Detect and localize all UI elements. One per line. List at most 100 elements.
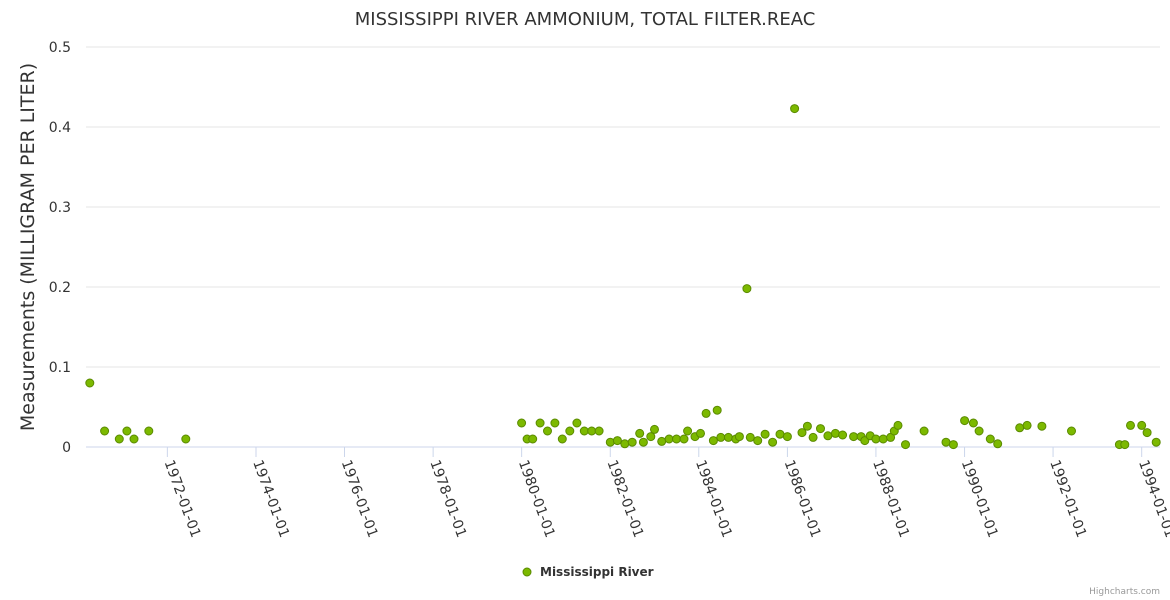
x-tick-label: 1994-01-01 — [1135, 458, 1170, 540]
data-point[interactable] — [878, 434, 888, 444]
data-point[interactable] — [948, 440, 958, 450]
data-point[interactable] — [808, 432, 818, 442]
data-point[interactable] — [716, 432, 726, 442]
data-point[interactable] — [941, 437, 951, 447]
data-point[interactable] — [708, 436, 718, 446]
data-point[interactable] — [1137, 420, 1147, 430]
x-tick-label: 1974-01-01 — [249, 458, 292, 540]
data-point[interactable] — [960, 416, 970, 426]
data-point[interactable] — [701, 408, 711, 418]
data-point[interactable] — [85, 378, 95, 388]
data-point[interactable] — [1126, 420, 1135, 430]
data-point[interactable] — [790, 104, 800, 114]
y-tick-label: 0.4 — [49, 120, 71, 136]
x-tick-label: 1992-01-01 — [1046, 458, 1089, 540]
series-points[interactable] — [85, 104, 1161, 450]
data-point[interactable] — [696, 428, 705, 438]
x-tick-label: 1976-01-01 — [338, 458, 381, 540]
data-point[interactable] — [1037, 421, 1047, 431]
data-point[interactable] — [734, 432, 744, 442]
x-tick-label: 1972-01-01 — [161, 458, 204, 540]
data-point[interactable] — [985, 434, 995, 444]
y-tick-label: 0.3 — [49, 200, 71, 216]
data-point[interactable] — [1015, 423, 1025, 433]
y-axis-ticks: 0 0.1 0.2 0.3 0.4 0.5 — [49, 40, 71, 456]
data-point[interactable] — [893, 420, 903, 430]
data-point[interactable] — [557, 434, 567, 444]
y-tick-label: 0.2 — [49, 280, 71, 296]
data-point[interactable] — [830, 428, 840, 438]
x-tick-label: 1990-01-01 — [958, 458, 1001, 540]
data-point[interactable] — [760, 429, 770, 439]
y-tick-label: 0 — [62, 440, 71, 456]
data-point[interactable] — [100, 426, 110, 436]
data-point[interactable] — [901, 440, 910, 450]
y-tick-label: 0.1 — [49, 360, 71, 376]
data-point[interactable] — [638, 437, 648, 447]
data-point[interactable] — [635, 428, 645, 438]
data-point[interactable] — [1067, 426, 1076, 436]
data-point[interactable] — [974, 426, 984, 436]
data-point[interactable] — [535, 418, 545, 428]
data-point[interactable] — [1022, 420, 1032, 430]
data-point[interactable] — [1142, 428, 1152, 438]
data-point[interactable] — [565, 426, 575, 436]
x-axis-ticks: 1972-01-01 1974-01-01 1976-01-01 1978-01-01… — [161, 447, 1170, 540]
data-point[interactable] — [612, 436, 622, 446]
data-point[interactable] — [181, 434, 191, 444]
data-point[interactable] — [838, 430, 848, 440]
data-point[interactable] — [1120, 440, 1130, 450]
data-point[interactable] — [742, 284, 752, 294]
data-point[interactable] — [129, 434, 139, 444]
y-axis-label: Measurements (MILLIGRAM PER LITER) — [17, 63, 39, 431]
data-point[interactable] — [657, 436, 667, 446]
credits[interactable]: Highcharts.com — [1089, 587, 1160, 597]
data-point[interactable] — [572, 418, 582, 428]
data-point[interactable] — [1151, 437, 1161, 447]
data-point[interactable] — [672, 434, 681, 444]
grid-lines — [86, 46, 1160, 448]
data-point[interactable] — [543, 426, 552, 436]
chart-title: MISSISSIPPI RIVER AMMONIUM, TOTAL FILTER… — [355, 9, 816, 30]
data-point[interactable] — [993, 439, 1003, 449]
data-point[interactable] — [664, 434, 674, 444]
y-tick-label: 0.5 — [49, 40, 71, 56]
x-tick-label: 1982-01-01 — [604, 458, 647, 540]
data-point[interactable] — [823, 431, 833, 441]
data-point[interactable] — [816, 424, 825, 434]
data-point[interactable] — [517, 418, 527, 428]
data-point[interactable] — [782, 432, 792, 442]
x-tick-label: 1984-01-01 — [692, 458, 735, 540]
data-point[interactable] — [114, 434, 124, 444]
data-point[interactable] — [528, 434, 538, 444]
data-point[interactable] — [797, 428, 807, 438]
data-point[interactable] — [723, 432, 733, 442]
data-point[interactable] — [753, 436, 763, 446]
data-point[interactable] — [679, 434, 689, 444]
data-point[interactable] — [683, 426, 693, 436]
data-point[interactable] — [587, 426, 597, 436]
data-point[interactable] — [646, 432, 656, 442]
data-point[interactable] — [712, 405, 722, 415]
data-point[interactable] — [550, 418, 560, 428]
legend-label[interactable]: Mississippi River — [540, 565, 654, 579]
data-point[interactable] — [849, 432, 859, 442]
data-point[interactable] — [594, 426, 604, 436]
data-point[interactable] — [122, 426, 132, 436]
data-point[interactable] — [968, 418, 978, 428]
legend[interactable]: Mississippi River — [522, 565, 654, 579]
data-point[interactable] — [627, 437, 637, 447]
data-point[interactable] — [919, 426, 929, 436]
data-point[interactable] — [620, 439, 630, 449]
data-point[interactable] — [579, 426, 589, 436]
data-point[interactable] — [775, 429, 785, 439]
data-point[interactable] — [650, 424, 659, 434]
legend-marker — [522, 567, 532, 577]
data-point[interactable] — [802, 421, 812, 431]
x-tick-label: 1980-01-01 — [515, 458, 558, 540]
data-point[interactable] — [745, 432, 755, 442]
data-point[interactable] — [768, 437, 778, 447]
data-point[interactable] — [144, 426, 154, 436]
x-tick-label: 1988-01-01 — [869, 458, 912, 540]
